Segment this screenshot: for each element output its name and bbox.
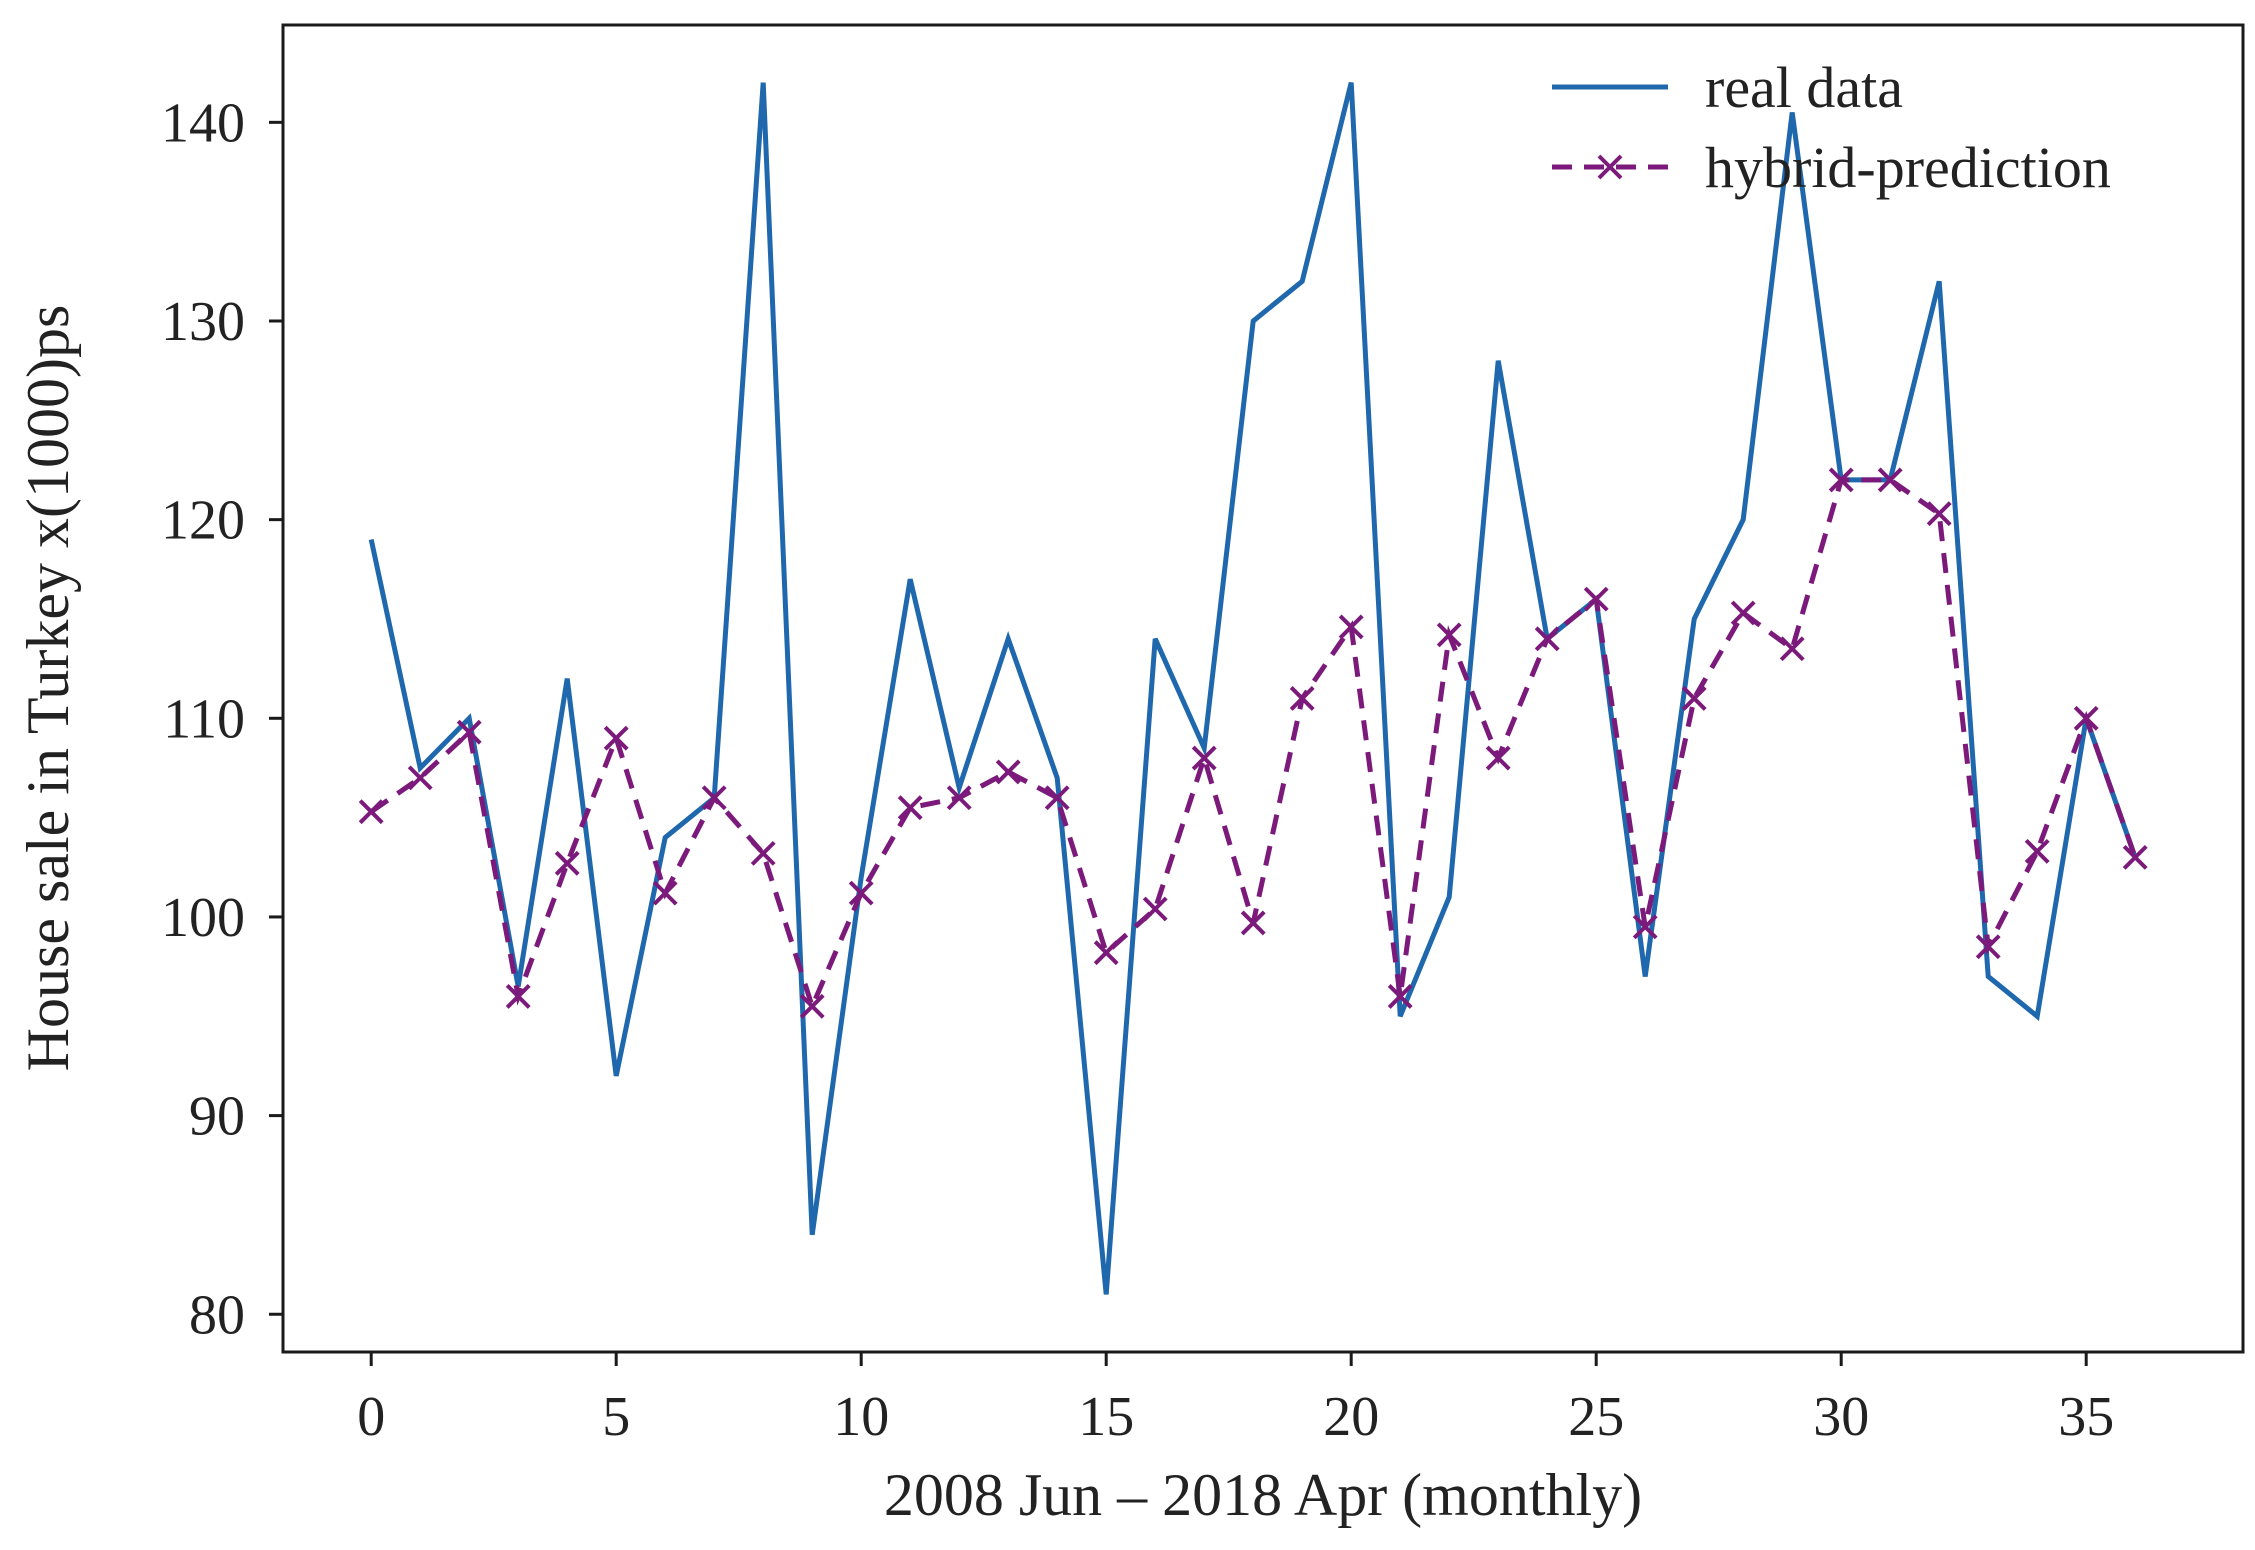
series-layer xyxy=(358,82,2148,1295)
data-point-hybrid-prediction-17 xyxy=(1191,745,1217,771)
y-tick-label-130: 130 xyxy=(161,291,245,353)
data-point-hybrid-prediction-7 xyxy=(701,785,727,811)
data-point-hybrid-prediction-32 xyxy=(1926,501,1952,527)
data-point-hybrid-prediction-1 xyxy=(407,765,433,791)
y-tick-label-90: 90 xyxy=(189,1086,245,1148)
data-point-hybrid-prediction-13 xyxy=(995,759,1021,785)
legend-label-hybrid-prediction: hybrid-prediction xyxy=(1705,135,2111,200)
data-point-hybrid-prediction-9 xyxy=(799,993,825,1019)
data-point-hybrid-prediction-14 xyxy=(1044,785,1070,811)
data-point-hybrid-prediction-2 xyxy=(456,719,482,745)
data-point-hybrid-prediction-34 xyxy=(2024,838,2050,864)
data-point-hybrid-prediction-0 xyxy=(358,799,384,825)
y-tick-label-80: 80 xyxy=(189,1284,245,1346)
data-point-hybrid-prediction-16 xyxy=(1142,896,1168,922)
data-point-hybrid-prediction-21 xyxy=(1387,983,1413,1009)
data-point-hybrid-prediction-5 xyxy=(603,725,629,751)
data-point-hybrid-prediction-12 xyxy=(946,785,972,811)
data-point-hybrid-prediction-4 xyxy=(554,850,580,876)
x-tick-label-25: 25 xyxy=(1568,1386,1624,1448)
plot-frame xyxy=(281,23,2245,1354)
x-tick-label-35: 35 xyxy=(2058,1386,2114,1448)
data-point-hybrid-prediction-23 xyxy=(1485,745,1511,771)
data-point-hybrid-prediction-6 xyxy=(652,880,678,906)
y-tick-label-140: 140 xyxy=(161,92,245,154)
data-point-hybrid-prediction-10 xyxy=(848,880,874,906)
data-point-hybrid-prediction-29 xyxy=(1779,636,1805,662)
x-tick-label-20: 20 xyxy=(1323,1386,1379,1448)
data-point-hybrid-prediction-18 xyxy=(1240,910,1266,936)
x-tick-label-30: 30 xyxy=(1813,1386,1869,1448)
data-point-hybrid-prediction-24 xyxy=(1534,626,1560,652)
y-tick-label-120: 120 xyxy=(161,490,245,552)
data-point-hybrid-prediction-8 xyxy=(750,840,776,866)
data-point-hybrid-prediction-31 xyxy=(1877,467,1903,493)
legend: real data hybrid-prediction xyxy=(1552,55,2111,200)
data-point-hybrid-prediction-33 xyxy=(1975,934,2001,960)
data-point-hybrid-prediction-27 xyxy=(1681,686,1707,711)
x-tick-label-15: 15 xyxy=(1078,1386,1134,1448)
data-point-hybrid-prediction-15 xyxy=(1093,940,1119,966)
data-point-hybrid-prediction-20 xyxy=(1338,614,1364,640)
x-tick-label-5: 5 xyxy=(602,1386,630,1448)
data-point-hybrid-prediction-36 xyxy=(2122,844,2148,870)
x-axis-title: 2008 Jun – 2018 Apr (monthly) xyxy=(884,1462,1642,1528)
legend-label-real-data: real data xyxy=(1705,55,1903,120)
data-point-hybrid-prediction-28 xyxy=(1730,600,1756,626)
y-axis-title: House sale in Turkey x(1000)ps xyxy=(15,305,81,1072)
data-point-hybrid-prediction-11 xyxy=(897,795,923,821)
data-point-hybrid-prediction-22 xyxy=(1436,622,1462,648)
tick-layer: 0 5 10 15 20 25 30 35 80 90 100 110 120 130 140 xyxy=(161,92,2114,1448)
y-tick-label-110: 110 xyxy=(163,688,245,750)
data-point-hybrid-prediction-30 xyxy=(1828,467,1854,493)
legend-marker-hybrid-prediction xyxy=(1597,154,1623,180)
data-point-hybrid-prediction-35 xyxy=(2073,705,2099,731)
data-point-hybrid-prediction-3 xyxy=(505,983,531,1009)
data-point-hybrid-prediction-26 xyxy=(1632,914,1658,940)
data-point-hybrid-prediction-19 xyxy=(1289,686,1315,711)
plot-background xyxy=(283,25,2243,1352)
data-point-hybrid-prediction-25 xyxy=(1583,586,1609,612)
x-tick-label-0: 0 xyxy=(357,1386,385,1448)
y-tick-label-100: 100 xyxy=(161,887,245,949)
x-tick-label-10: 10 xyxy=(833,1386,889,1448)
